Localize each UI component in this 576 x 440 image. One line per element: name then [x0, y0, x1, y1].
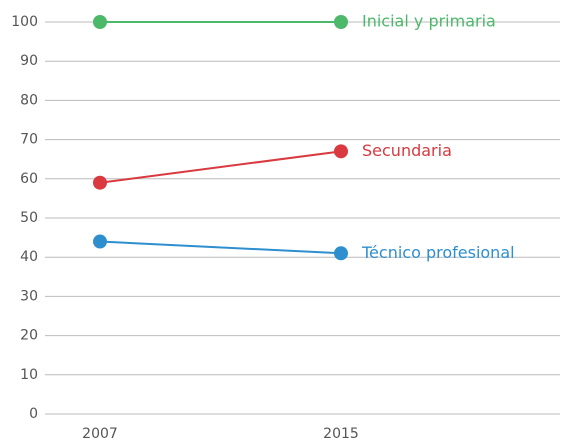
data-point	[334, 15, 348, 29]
y-tick-label: 50	[20, 210, 38, 226]
x-tick-label: 2015	[323, 426, 359, 440]
x-tick-label: 2007	[82, 426, 118, 440]
data-point	[334, 144, 348, 159]
y-tick-label: 40	[20, 249, 38, 265]
data-point	[93, 175, 107, 190]
y-tick-label: 100	[11, 14, 38, 30]
y-tick-label: 0	[29, 406, 38, 422]
y-tick-label: 10	[20, 367, 38, 383]
y-tick-label: 80	[20, 92, 38, 108]
y-tick-label: 60	[20, 171, 38, 187]
data-point	[334, 246, 348, 261]
series-label: Secundaria	[362, 141, 452, 160]
y-tick-label: 20	[20, 328, 38, 344]
data-point	[93, 15, 107, 29]
series-line	[99, 240, 342, 255]
y-tick-label: 30	[20, 288, 38, 304]
series-line	[99, 150, 342, 184]
series-label: Técnico profesional	[361, 243, 515, 262]
data-point	[93, 234, 107, 249]
y-tick-label: 70	[20, 132, 38, 148]
series-label: Inicial y primaria	[362, 12, 496, 31]
y-tick-label: 90	[20, 53, 38, 69]
